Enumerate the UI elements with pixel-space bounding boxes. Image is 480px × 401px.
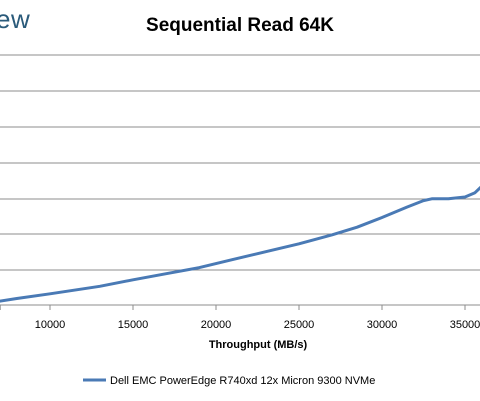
x-axis-ticks: 10000 15000 20000 25000 30000 35000 <box>0 305 480 331</box>
logo-fragment: ew <box>0 4 31 34</box>
legend: Dell EMC PowerEdge R740xd 12x Micron 930… <box>83 375 375 387</box>
x-tick-label: 25000 <box>284 319 315 331</box>
x-tick-label: 30000 <box>367 319 398 331</box>
legend-label: Dell EMC PowerEdge R740xd 12x Micron 930… <box>110 375 375 387</box>
chart-title: Sequential Read 64K <box>146 15 334 36</box>
series-line <box>0 185 480 303</box>
x-tick-label: 15000 <box>118 319 149 331</box>
y-gridlines <box>0 54 480 271</box>
series-layer <box>0 185 480 303</box>
x-tick-label: 35000 <box>450 319 480 331</box>
x-tick-label: 20000 <box>201 319 232 331</box>
x-axis-label: Throughput (MB/s) <box>209 339 308 351</box>
x-tick-label: 10000 <box>35 319 66 331</box>
